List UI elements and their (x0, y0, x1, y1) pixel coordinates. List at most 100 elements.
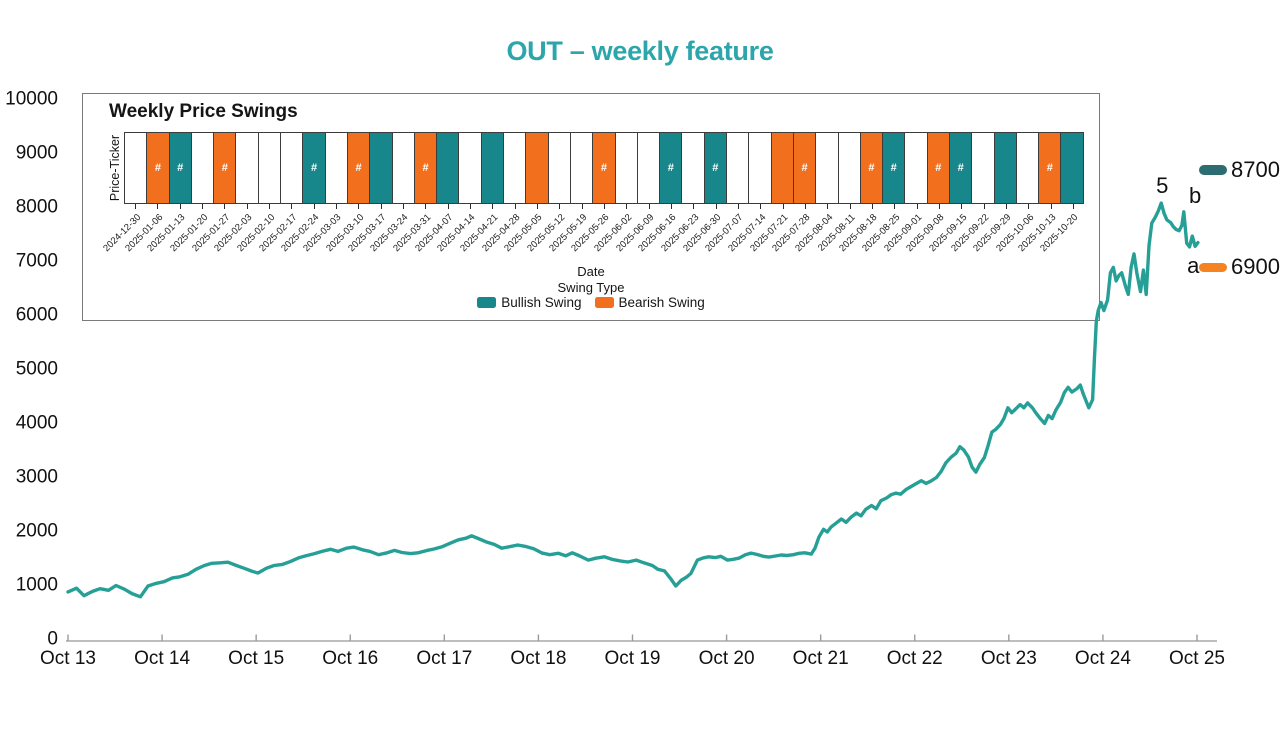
swing-bar (1015, 132, 1040, 204)
ref-marker-8700 (1199, 165, 1227, 175)
swing-bar (124, 132, 148, 204)
legend-item: Bullish Swing (477, 295, 582, 310)
inset-x-tick (380, 204, 382, 209)
swing-bar (993, 132, 1017, 204)
swing-bar: # (592, 132, 616, 204)
swing-bar (904, 132, 928, 204)
swing-bar (837, 132, 861, 204)
swing-marker-glyph: # (422, 161, 429, 174)
swing-bar (436, 132, 460, 204)
x-tick-label: Oct 13 (40, 648, 96, 669)
swing-marker-glyph: # (868, 161, 875, 174)
swing-bar (257, 132, 282, 204)
swing-marker-glyph: # (957, 161, 964, 174)
inset-x-tick (760, 204, 762, 209)
inset-x-tick (447, 204, 449, 209)
inset-x-tick (693, 204, 695, 209)
swing-bar (391, 132, 415, 204)
swing-marker-glyph: # (221, 161, 228, 174)
swing-bar: # (213, 132, 237, 204)
annotation-text-a: a (1187, 253, 1200, 279)
swing-bar: # (703, 132, 728, 204)
x-tick-label: Oct 15 (228, 648, 285, 669)
x-tick-label: Oct 17 (416, 648, 473, 669)
inset-x-tick (715, 204, 717, 209)
y-tick-label: 0 (47, 628, 58, 650)
swing-bar (369, 132, 393, 204)
swing-marker-glyph: # (1046, 161, 1053, 174)
swing-bar: # (168, 132, 192, 204)
inset-x-tick (849, 204, 851, 209)
swing-bar (815, 132, 839, 204)
y-tick-label: 5000 (15, 358, 58, 380)
swing-bar (324, 132, 348, 204)
inset-x-tick (938, 204, 940, 209)
swing-bar (569, 132, 594, 204)
swing-bar (235, 132, 259, 204)
y-tick-label: 8000 (15, 196, 58, 218)
y-tick-label: 7000 (15, 250, 58, 272)
swing-bar: # (146, 132, 170, 204)
inset-x-tick (983, 204, 985, 209)
y-tick-label: 3000 (15, 466, 58, 488)
x-tick-label: Oct 21 (792, 648, 849, 669)
page-title: OUT – weekly feature (506, 36, 774, 66)
inset-x-tick (135, 204, 137, 209)
swing-bar (280, 132, 304, 204)
swing-bar: # (413, 132, 438, 204)
legend-swatch-icon (477, 297, 497, 308)
swing-marker-glyph: # (154, 161, 161, 174)
ref-marker-label: 6900 (1231, 254, 1280, 280)
swing-bar: # (346, 132, 371, 204)
inset-x-tick (224, 204, 226, 209)
swing-bar (503, 132, 527, 204)
swing-marker-glyph: # (890, 161, 897, 174)
inset-x-tick (871, 204, 873, 209)
swing-bar (726, 132, 750, 204)
y-tick-label: 9000 (15, 142, 58, 164)
swing-bar: # (882, 132, 906, 204)
swing-bar (681, 132, 705, 204)
inset-x-tick (670, 204, 672, 209)
swing-marker-glyph: # (600, 161, 607, 174)
swing-bar (547, 132, 571, 204)
swing-bar (525, 132, 549, 204)
inset-x-axis-label: Date (577, 264, 605, 279)
swing-bar: # (859, 132, 884, 204)
ref-marker-6900 (1199, 262, 1227, 273)
inset-x-tick (514, 204, 516, 209)
swing-marker-glyph: # (712, 161, 719, 174)
x-tick-label: Oct 14 (134, 648, 191, 669)
swing-legend: Bullish Swing Bearish Swing (83, 295, 1099, 310)
inset-x-tick (737, 204, 739, 209)
legend-title: Swing Type (557, 280, 625, 295)
swing-bar: # (302, 132, 326, 204)
swing-bar: # (659, 132, 683, 204)
x-tick-label: Oct 16 (322, 648, 379, 669)
swing-marker-glyph: # (667, 161, 674, 174)
inset-x-tick (961, 204, 963, 209)
swing-marker-glyph: # (177, 161, 184, 174)
inset-x-tick (1028, 204, 1030, 209)
swing-bar (636, 132, 661, 204)
swing-bar (1060, 132, 1084, 204)
inset-x-tick (782, 204, 784, 209)
y-tick-label: 1000 (15, 574, 58, 596)
x-tick-label: Oct 20 (698, 648, 755, 669)
inset-y-axis-label: Price-Ticker (108, 134, 122, 202)
x-tick-label: Oct 23 (980, 648, 1037, 669)
inset-x-tick (1005, 204, 1007, 209)
inset-x-tick (559, 204, 561, 209)
swing-bar: # (1038, 132, 1062, 204)
legend-label: Bullish Swing (501, 295, 582, 310)
swing-marker-glyph: # (801, 161, 808, 174)
y-tick-label: 2000 (15, 520, 58, 542)
swing-bar (770, 132, 794, 204)
swing-bar: # (792, 132, 817, 204)
swing-bar: # (948, 132, 973, 204)
inset-x-tick (626, 204, 628, 209)
inset-x-tick (157, 204, 159, 209)
inset-x-tick (202, 204, 204, 209)
inset-x-tick (894, 204, 896, 209)
